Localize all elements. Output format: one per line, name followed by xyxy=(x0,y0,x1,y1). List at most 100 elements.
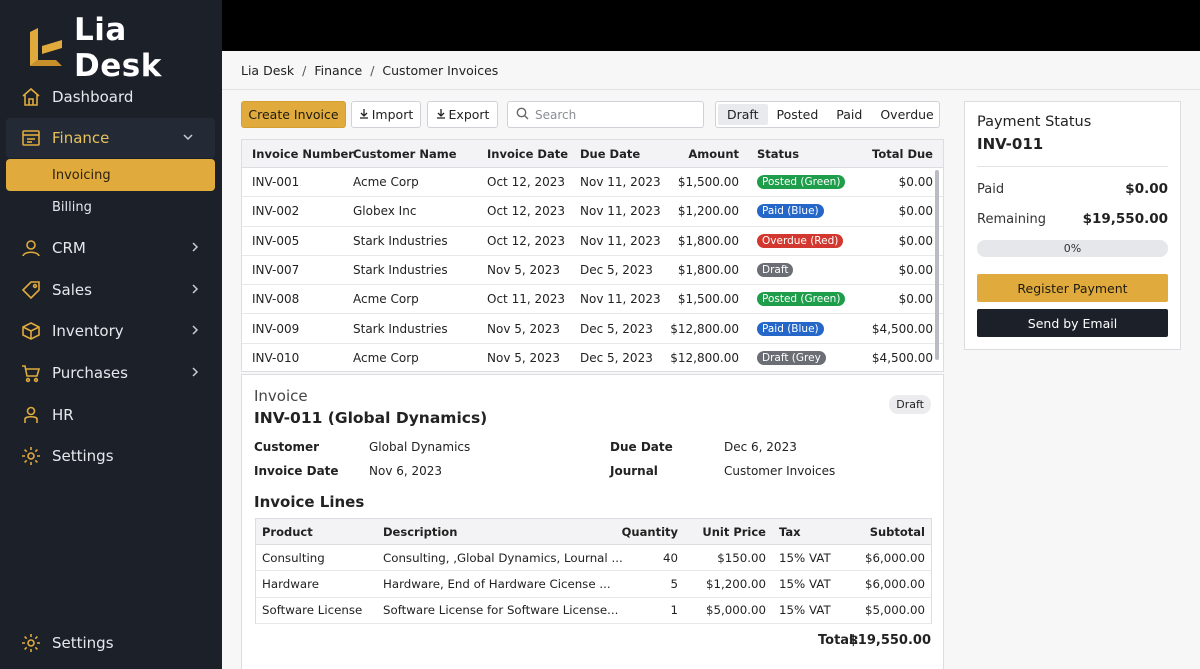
column-header[interactable]: Due Date xyxy=(580,146,641,161)
sidebar-item-crm[interactable]: CRM xyxy=(0,228,222,268)
total-due-cell: $4,500.00 xyxy=(871,350,933,365)
due-date-cell: Nov 11, 2023 xyxy=(580,233,661,248)
column-header[interactable]: Status xyxy=(757,146,800,161)
table-scrollbar[interactable] xyxy=(935,170,939,360)
column-header: Product xyxy=(262,524,313,539)
due-date-value[interactable]: Dec 6, 2023 xyxy=(724,440,797,454)
sidebar-item-hr[interactable]: HR xyxy=(0,395,222,435)
breadcrumb-item[interactable]: Finance xyxy=(314,63,363,78)
register-payment-button[interactable]: Register Payment xyxy=(977,274,1168,302)
total-due-cell: $0.00 xyxy=(898,263,933,278)
invoice-number-cell: INV-007 xyxy=(252,263,300,278)
table-header: Invoice Number Customer Name Invoice Dat… xyxy=(242,140,943,168)
quantity-cell: 1 xyxy=(670,603,678,618)
column-header[interactable]: Customer Name xyxy=(353,146,457,161)
column-header[interactable]: Invoice Date xyxy=(487,146,569,161)
customer-value[interactable]: Global Dynamics xyxy=(369,440,471,454)
sidebar-item-purchases[interactable]: Purchases xyxy=(0,353,222,393)
send-by-email-button[interactable]: Send by Email xyxy=(977,309,1168,337)
filter-draft[interactable]: Draft xyxy=(718,104,768,125)
tax-cell: 15% VAT xyxy=(779,550,831,565)
export-button[interactable]: Export xyxy=(427,101,498,128)
lines-header: Product Description Quantity Unit Price … xyxy=(256,519,931,545)
table-row[interactable]: INV-005 Stark Industries Oct 12, 2023 Nov 1… xyxy=(242,227,943,256)
table-row[interactable]: INV-009 Stark Industries Nov 5, 2023 Dec 5,… xyxy=(242,315,943,344)
sidebar-subitem-billing[interactable]: Billing xyxy=(52,199,92,215)
create-invoice-button[interactable]: Create Invoice xyxy=(241,101,346,128)
status-badge: Draft xyxy=(757,263,794,278)
table-row[interactable]: INV-002 Globex Inc Oct 12, 2023 Nov 11, 202… xyxy=(242,197,943,227)
amount-cell: $12,800.00 xyxy=(670,350,739,365)
payment-progress-bar: 0% xyxy=(977,240,1168,257)
column-header[interactable]: Total Due xyxy=(872,146,933,161)
sidebar-item-settings-bottom[interactable]: Settings xyxy=(0,623,222,663)
due-date-cell: Dec 5, 2023 xyxy=(580,350,653,365)
sidebar-item-label: Dashboard xyxy=(52,88,134,106)
invoice-line-row[interactable]: Software License Software License for Sof… xyxy=(256,598,931,624)
breadcrumb-item-current: Customer Invoices xyxy=(382,63,499,78)
customer-cell: Stark Industries xyxy=(353,263,448,278)
sidebar-item-dashboard[interactable]: Dashboard xyxy=(0,77,222,117)
due-date-label: Due Date xyxy=(610,440,673,454)
table-row[interactable]: INV-008 Acme Corp Oct 11, 2023 Nov 11, 2023… xyxy=(242,285,943,315)
invoice-line-row[interactable]: Hardware Hardware, End of Hardware Cicens… xyxy=(256,571,931,598)
sidebar-item-sales[interactable]: Sales xyxy=(0,270,222,310)
table-row[interactable]: INV-001 Acme Corp Oct 12, 2023 Nov 11, 2023… xyxy=(242,168,943,198)
invoice-date-cell: Nov 5, 2023 xyxy=(487,321,561,336)
gear-icon xyxy=(20,632,42,654)
invoice-line-row[interactable]: Consulting Consulting, ,Global Dynamics, … xyxy=(256,545,931,572)
customer-cell: Stark Industries xyxy=(353,321,448,336)
sidebar-subitem-invoicing[interactable]: Invoicing xyxy=(6,159,215,191)
divider xyxy=(222,89,1200,90)
detail-invoice-number: INV-011 (Global Dynamics) xyxy=(254,409,488,427)
invoice-date-value[interactable]: Nov 6, 2023 xyxy=(369,464,443,478)
table-row[interactable]: INV-007 Stark Industries Nov 5, 2023 Dec 5,… xyxy=(242,256,943,286)
invoice-date-cell: Oct 11, 2023 xyxy=(487,292,565,307)
detail-title: Invoice xyxy=(254,387,308,405)
tax-cell: 15% VAT xyxy=(779,576,831,591)
payment-invoice-number: INV-011 xyxy=(977,135,1044,153)
column-header: Subtotal xyxy=(869,524,925,539)
due-date-cell: Dec 5, 2023 xyxy=(580,263,653,278)
ledger-icon xyxy=(20,127,42,149)
import-button[interactable]: Import xyxy=(351,101,421,128)
breadcrumb-item[interactable]: Lia Desk xyxy=(241,63,295,78)
chevron-right-icon xyxy=(188,240,202,254)
due-date-cell: Dec 5, 2023 xyxy=(580,321,653,336)
status-cell: Paid (Blue) xyxy=(757,197,824,225)
invoice-date-cell: Oct 12, 2023 xyxy=(487,233,565,248)
top-bar xyxy=(222,0,1200,51)
filter-overdue[interactable]: Overdue xyxy=(880,107,934,122)
status-badge: Posted (Green) xyxy=(757,175,846,190)
status-cell: Draft (Grey xyxy=(757,344,826,371)
invoice-number-cell: INV-010 xyxy=(252,350,300,365)
column-header[interactable]: Amount xyxy=(688,146,739,161)
tag-icon xyxy=(20,279,42,301)
filter-posted[interactable]: Posted xyxy=(776,107,819,122)
sidebar-item-inventory[interactable]: Inventory xyxy=(0,311,222,351)
sidebar-item-finance[interactable]: Finance xyxy=(6,118,215,158)
status-badge: Paid (Blue) xyxy=(757,321,824,336)
breadcrumb-separator: / xyxy=(370,63,375,78)
subtotal-cell: $6,000.00 xyxy=(864,576,925,591)
quantity-cell: 40 xyxy=(662,550,678,565)
app-logo[interactable]: Lia Desk xyxy=(26,12,222,84)
invoice-date-cell: Nov 5, 2023 xyxy=(487,263,561,278)
home-icon xyxy=(20,86,42,108)
table-row[interactable]: INV-010 Acme Corp Nov 5, 2023 Dec 5, 2023 $1… xyxy=(242,344,943,371)
sidebar-item-label: Sales xyxy=(52,281,92,299)
status-cell: Posted (Green) xyxy=(757,285,846,313)
sidebar-item-settings[interactable]: Settings xyxy=(0,436,222,476)
search-icon xyxy=(516,105,529,124)
search-input[interactable] xyxy=(535,107,695,122)
tax-cell: 15% VAT xyxy=(779,603,831,618)
journal-value[interactable]: Customer Invoices xyxy=(724,464,836,478)
product-cell: Hardware xyxy=(262,576,319,591)
column-header[interactable]: Invoice Number xyxy=(252,146,354,161)
filter-paid[interactable]: Paid xyxy=(836,107,863,122)
amount-cell: $12,800.00 xyxy=(670,321,739,336)
app-name: Lia Desk xyxy=(74,12,162,84)
customer-cell: Acme Corp xyxy=(353,175,419,190)
chevron-right-icon xyxy=(188,323,202,337)
total-due-cell: $0.00 xyxy=(898,175,933,190)
